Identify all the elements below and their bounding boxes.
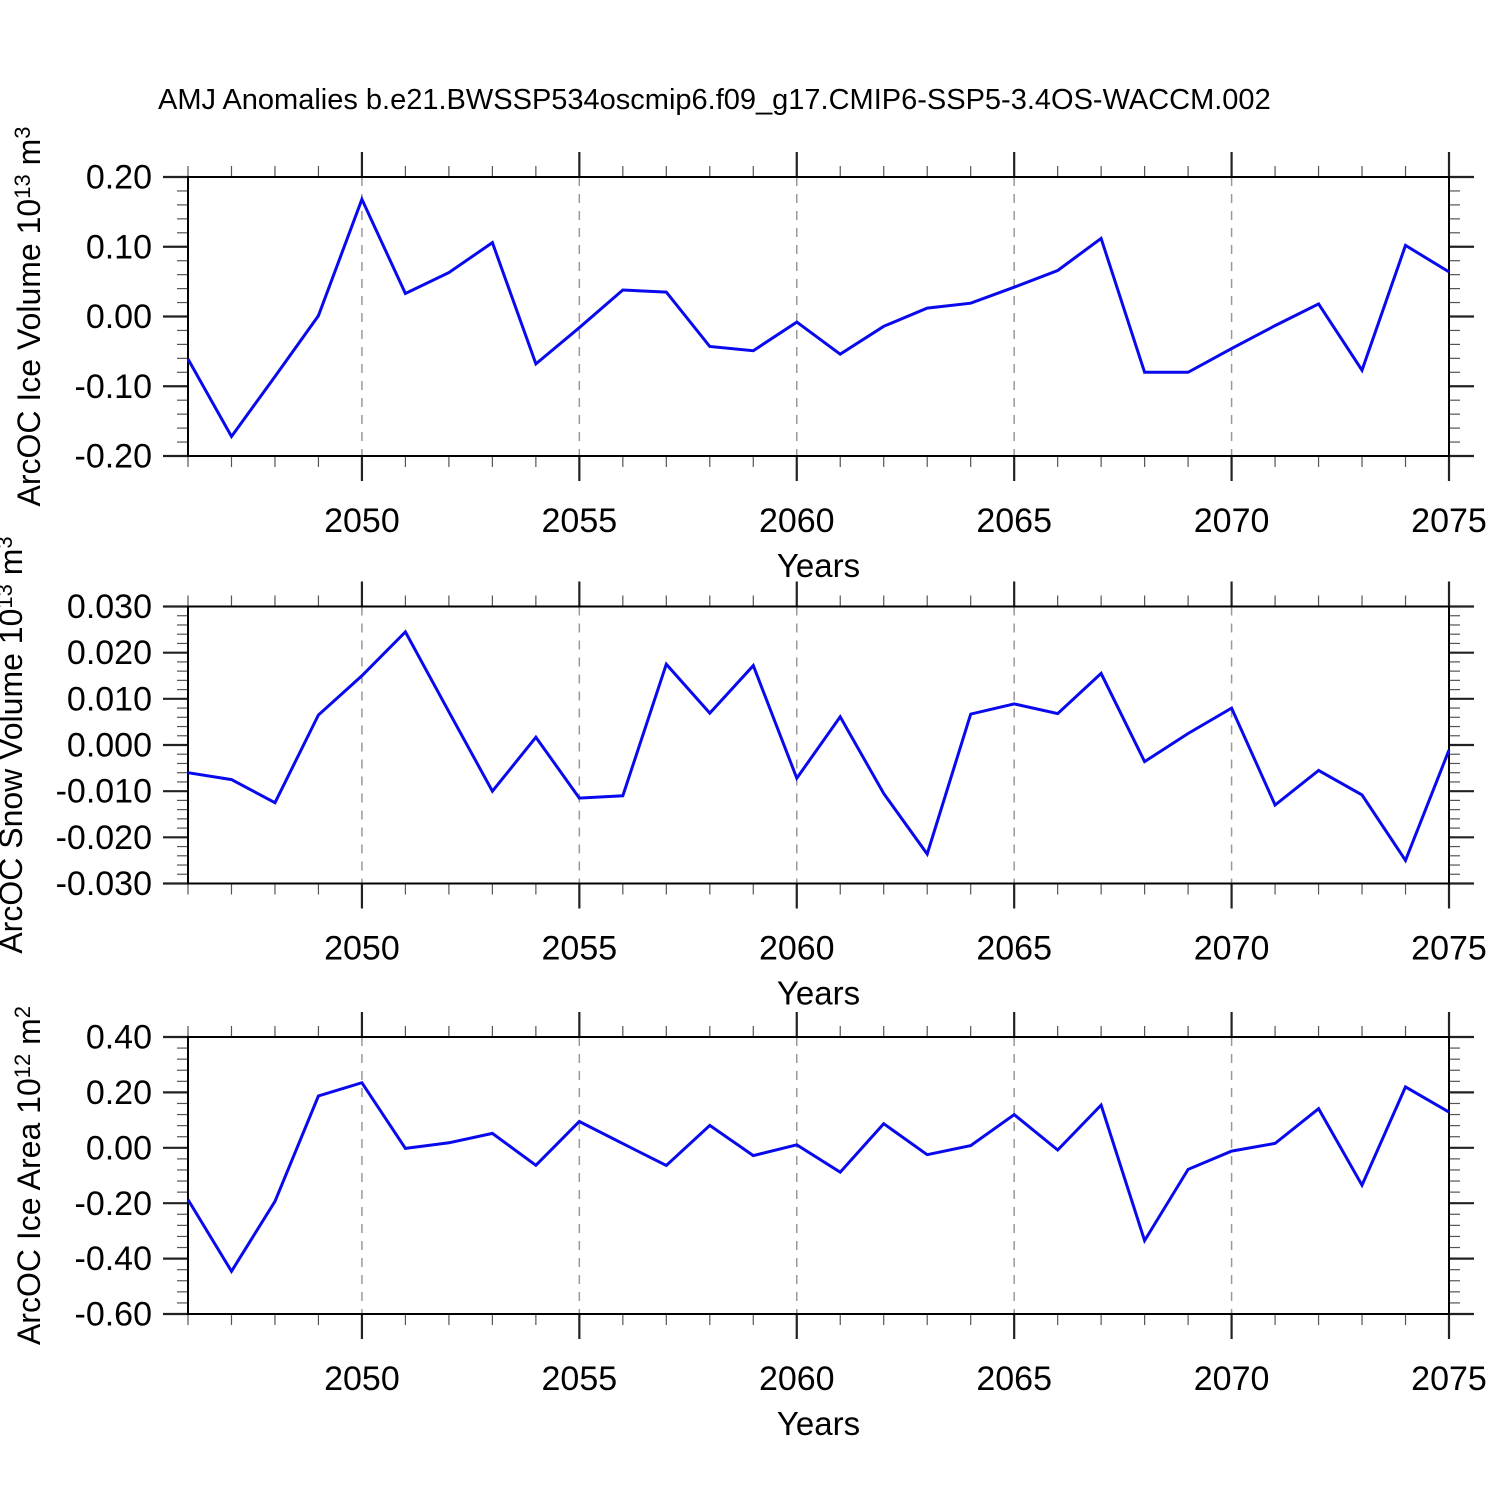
x-tick-label: 2050 xyxy=(324,502,400,540)
y-axis-title-text: ArcOC Ice Area 10 xyxy=(11,1078,47,1345)
x-tick-label: 2070 xyxy=(1194,930,1270,968)
x-axis-title: Years xyxy=(777,975,860,1012)
x-tick-label: 2075 xyxy=(1411,1360,1487,1398)
x-tick-label: 2075 xyxy=(1411,930,1487,968)
x-tick-label: 2060 xyxy=(759,1360,835,1398)
x-axis-title: Years xyxy=(777,547,860,584)
panel-1: 0.20 0.10 0.00 -0.10 -0.20 2050 2055 2060 2065 20… xyxy=(10,127,1487,584)
y-tick-label: -0.20 xyxy=(75,1185,153,1223)
panel-3: 0.40 0.20 0.00 -0.20 -0.40 -0.60 2050 2055 2060 2… xyxy=(10,1006,1487,1442)
chart-title: AMJ Anomalies b.e21.BWSSP534oscmip6.f09_… xyxy=(158,84,1271,116)
y-axis-title-text: m xyxy=(11,139,47,175)
y-axis-title-text: ArcOC Snow Volume 10 xyxy=(0,609,29,954)
y-axis-title-superscript: 12 xyxy=(10,1054,35,1078)
y-axis-title: ArcOC Snow Volume 1013 m3 xyxy=(0,536,29,953)
y-tick-label: -0.40 xyxy=(75,1240,153,1278)
y-tick-label: -0.20 xyxy=(75,438,153,476)
x-tick-label: 2075 xyxy=(1411,502,1487,540)
y-axis-title-superscript: 13 xyxy=(10,174,35,198)
x-axis-title: Years xyxy=(777,1405,860,1442)
data-line xyxy=(187,629,1451,864)
x-tick-label: 2050 xyxy=(324,1360,400,1398)
y-axis-title: ArcOC Ice Area 1012 m2 xyxy=(10,1006,47,1345)
y-tick-label: -0.030 xyxy=(56,865,152,903)
x-tick-label: 2065 xyxy=(976,1360,1052,1398)
y-axis-title-text: m xyxy=(0,549,29,585)
y-tick-label: 0.000 xyxy=(67,727,152,765)
x-tick-label: 2060 xyxy=(759,930,835,968)
x-tick-label: 2055 xyxy=(542,930,618,968)
y-tick-label: 0.40 xyxy=(86,1019,152,1057)
y-tick-label: 0.20 xyxy=(86,159,152,197)
y-axis-title-superscript: 3 xyxy=(0,536,17,548)
panel-frame xyxy=(187,176,1450,457)
x-tick-label: 2070 xyxy=(1194,1360,1270,1398)
data-line xyxy=(186,195,1450,440)
y-tick-label: -0.010 xyxy=(56,773,152,811)
x-tick-label: 2065 xyxy=(976,930,1052,968)
y-axis-title-text: ArcOC Ice Volume 10 xyxy=(11,199,47,507)
panel-frame xyxy=(187,605,1450,885)
y-tick-label: -0.020 xyxy=(56,819,152,857)
y-tick-label: 0.010 xyxy=(67,680,152,718)
x-tick-label: 2050 xyxy=(324,930,400,968)
y-axis-title-superscript: 3 xyxy=(10,127,35,139)
y-tick-label: -0.10 xyxy=(75,368,153,406)
y-tick-label: 0.00 xyxy=(86,298,152,336)
x-tick-label: 2055 xyxy=(542,502,618,540)
panel-frame xyxy=(187,1036,1450,1315)
y-tick-label: 0.020 xyxy=(67,634,152,672)
y-tick-label: -0.60 xyxy=(75,1296,153,1334)
y-tick-label: 0.030 xyxy=(67,588,152,626)
y-tick-label: 0.10 xyxy=(86,228,152,266)
panel-2: 0.030 0.020 0.010 0.000 -0.010 -0.020 -0.030 20… xyxy=(0,536,1487,1011)
y-axis-title-superscript: 13 xyxy=(0,584,17,608)
y-axis-title-superscript: 2 xyxy=(10,1006,35,1018)
x-tick-label: 2065 xyxy=(976,502,1052,540)
data-line xyxy=(186,1080,1450,1275)
x-tick-label: 2055 xyxy=(542,1360,618,1398)
y-tick-label: 0.00 xyxy=(86,1129,152,1167)
y-axis-title-text: m xyxy=(11,1018,47,1054)
y-tick-label: 0.20 xyxy=(86,1074,152,1112)
y-axis-title: ArcOC Ice Volume 1013 m3 xyxy=(10,127,47,507)
x-tick-label: 2070 xyxy=(1194,502,1270,540)
x-tick-label: 2060 xyxy=(759,502,835,540)
